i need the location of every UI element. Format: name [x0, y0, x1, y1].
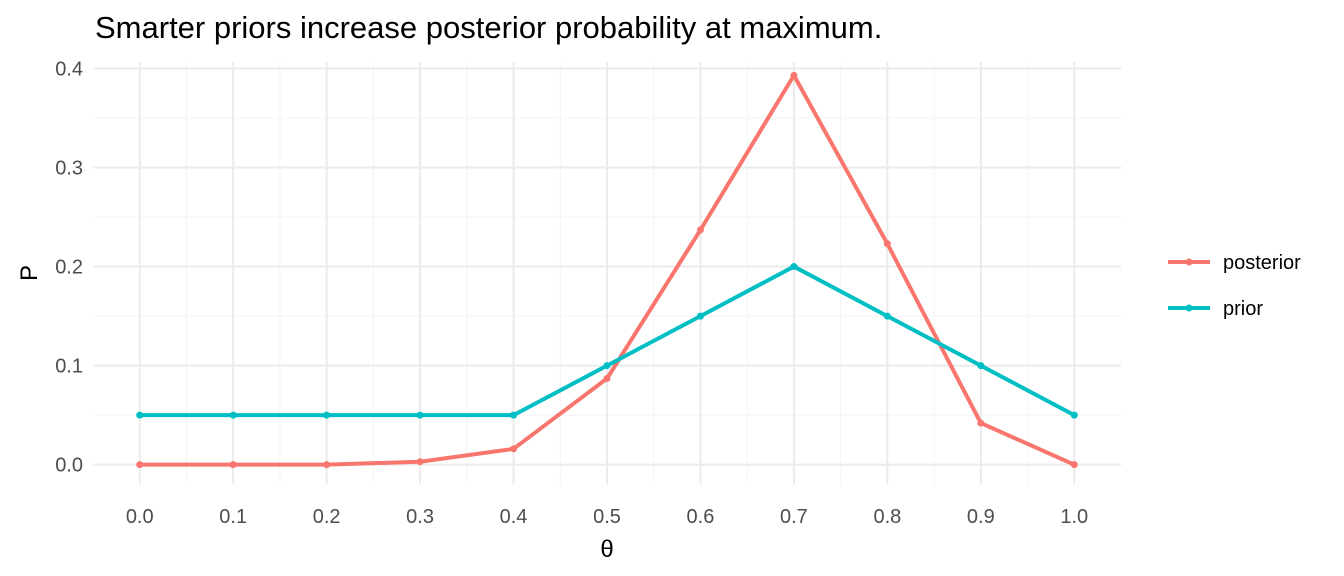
- x-tick-label: 0.1: [219, 506, 247, 528]
- data-point-posterior: [229, 461, 237, 469]
- data-point-posterior: [977, 419, 985, 427]
- data-point-prior: [416, 411, 424, 419]
- x-tick-label: 0.7: [780, 506, 808, 528]
- data-point-prior: [696, 312, 704, 320]
- x-tick-label: 0.3: [406, 506, 434, 528]
- data-point-posterior: [883, 240, 891, 248]
- legend-key-point: [1185, 258, 1193, 266]
- x-tick-label: 0.6: [687, 506, 715, 528]
- x-axis-ticks: 0.0 0.1 0.2 0.3 0.4 0.5 0.6 0.7 0.8 0.9 1.0: [126, 506, 1088, 528]
- y-axis-ticks: 0.0 0.1 0.2 0.3 0.4: [55, 58, 83, 476]
- grid-major: [93, 62, 1121, 484]
- y-tick-label: 0.0: [55, 455, 83, 477]
- y-tick-label: 0.4: [55, 58, 83, 80]
- data-point-prior: [790, 263, 798, 271]
- data-point-prior: [603, 362, 611, 370]
- y-tick-label: 0.2: [55, 257, 83, 279]
- data-point-posterior: [603, 375, 611, 382]
- data-point-posterior: [136, 461, 144, 469]
- x-tick-label: 1.0: [1060, 506, 1088, 528]
- x-tick-label: 0.2: [313, 506, 341, 528]
- data-point-posterior: [696, 226, 704, 234]
- y-tick-label: 0.1: [55, 356, 83, 378]
- data-point-prior: [510, 411, 518, 419]
- x-tick-label: 0.4: [500, 506, 528, 528]
- y-axis-title: P: [16, 265, 43, 281]
- series-layer: [136, 71, 1078, 469]
- y-tick-label: 0.3: [55, 158, 83, 180]
- x-tick-label: 0.9: [967, 506, 995, 528]
- legend-key-point: [1185, 304, 1193, 312]
- data-point-posterior: [1070, 461, 1078, 469]
- data-point-prior: [136, 411, 144, 419]
- data-point-prior: [883, 312, 891, 320]
- x-tick-label: 0.5: [593, 506, 621, 528]
- data-point-prior: [323, 411, 331, 419]
- data-point-posterior: [790, 71, 798, 79]
- legend-label: posterior: [1223, 252, 1301, 274]
- data-point-posterior: [510, 445, 518, 453]
- data-point-prior: [977, 362, 985, 370]
- data-point-posterior: [416, 458, 424, 466]
- data-point-posterior: [323, 461, 331, 469]
- data-point-prior: [229, 411, 237, 419]
- legend: posterior prior: [1168, 252, 1301, 320]
- x-axis-title: θ: [600, 536, 613, 563]
- x-tick-label: 0.0: [126, 506, 154, 528]
- data-point-prior: [1070, 411, 1078, 419]
- chart-title: Smarter priors increase posterior probab…: [95, 10, 883, 45]
- x-tick-label: 0.8: [873, 506, 901, 528]
- legend-label: prior: [1223, 298, 1263, 320]
